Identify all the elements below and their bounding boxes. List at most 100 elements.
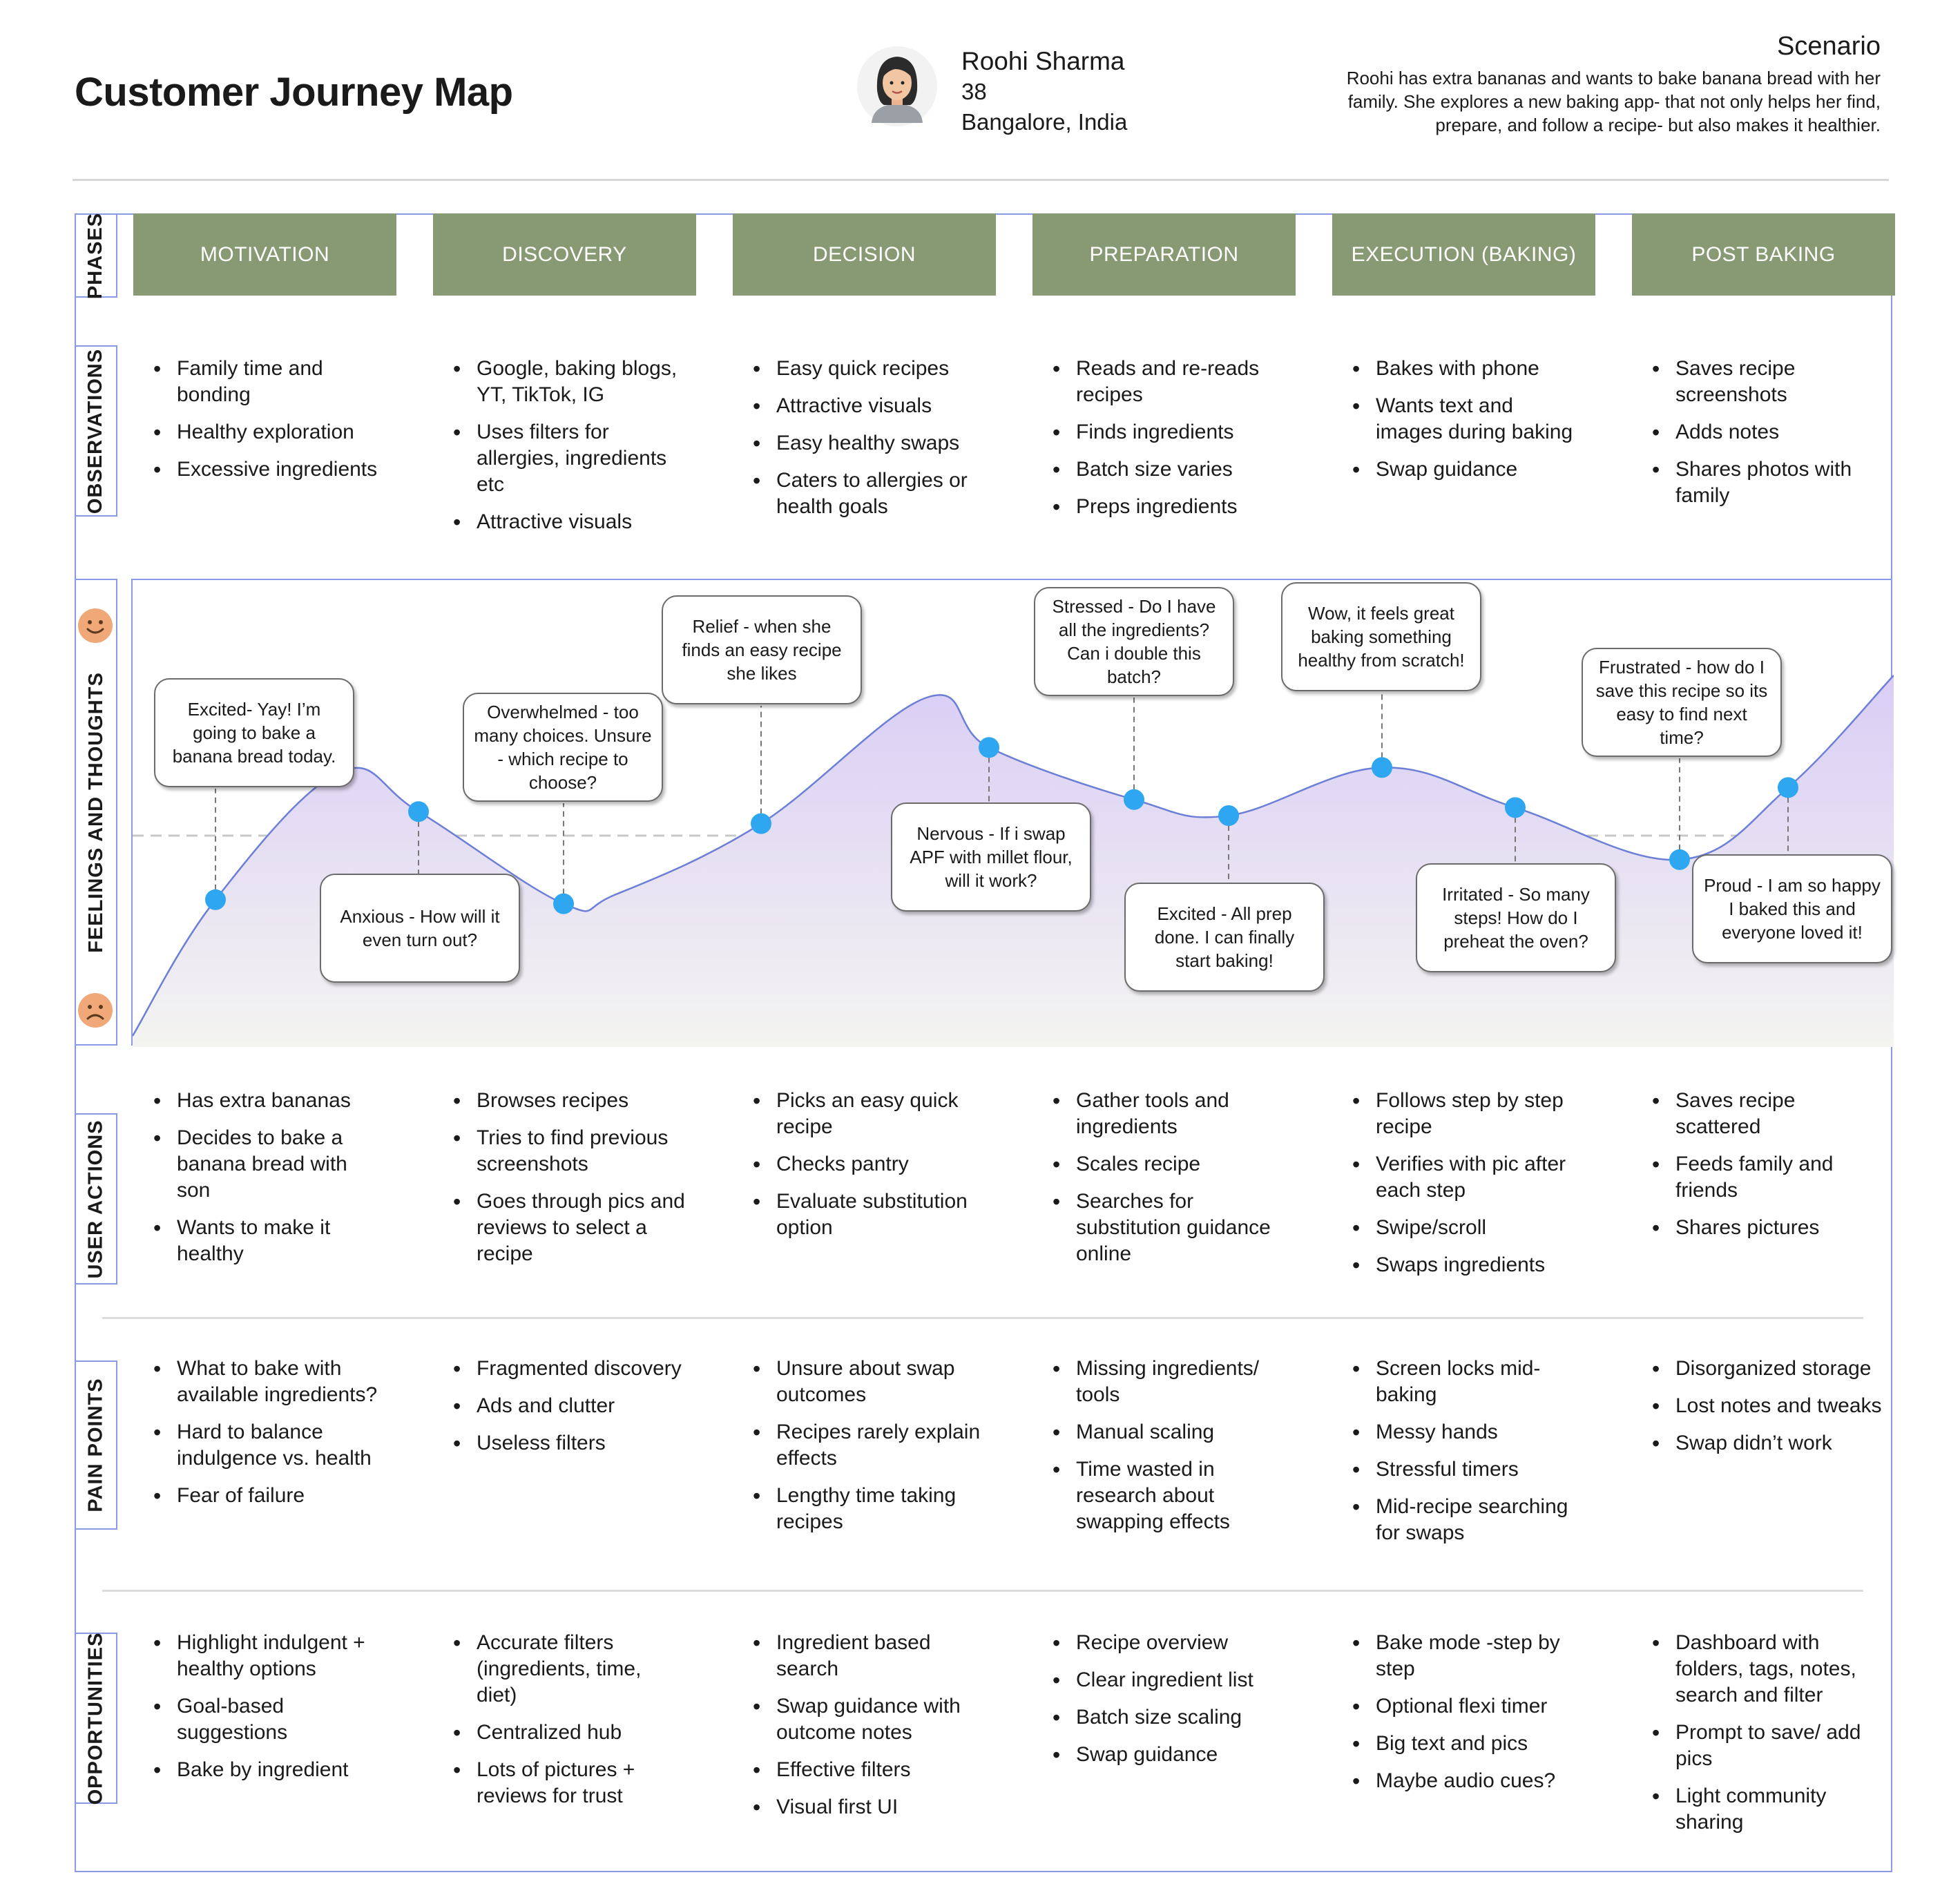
list-item: Browses recipes (450, 1088, 685, 1114)
opportunities-preparation: Recipe overview Clear ingredient list Ba… (1050, 1630, 1285, 1779)
emotion-point (1505, 797, 1526, 818)
connector-group (215, 693, 1789, 904)
list-item: Time wasted in research about swapping e… (1050, 1456, 1285, 1535)
list-item: Follows step by step recipe (1349, 1088, 1584, 1140)
opportunities-discovery: Accurate filters (ingredients, time, die… (450, 1630, 685, 1820)
emotion-point (553, 893, 574, 914)
phase-motivation: MOTIVATION (133, 213, 396, 296)
phase-discovery: DISCOVERY (433, 213, 696, 296)
persona-avatar (856, 46, 938, 127)
row-label-text: USER ACTIONS (84, 1119, 107, 1279)
list-item: Easy healthy swaps (750, 430, 985, 456)
list-item: Gather tools and ingredients (1050, 1088, 1285, 1140)
list-item: Reads and re-reads recipes (1050, 356, 1285, 408)
pain-points-preparation: Missing ingredients/ tools Manual scalin… (1050, 1356, 1285, 1546)
observations-discovery: Google, baking blogs, YT, TikTok, IG Use… (450, 356, 685, 546)
list-item: Lengthy time taking recipes (750, 1483, 985, 1535)
list-item: Disorganized storage (1649, 1356, 1884, 1382)
list-item: Recipes rarely explain effects (750, 1419, 985, 1472)
observations-execution: Bakes with phone Wants text and images d… (1349, 356, 1584, 494)
user-actions-motivation: Has extra bananas Decides to bake a bana… (151, 1088, 385, 1278)
list-item: Bake by ingredient (151, 1757, 385, 1783)
pain-points-motivation: What to bake with available ingredients?… (151, 1356, 385, 1520)
emotion-point (1218, 805, 1239, 826)
list-item: Mid-recipe searching for swaps (1349, 1494, 1584, 1546)
list-item: Swaps ingredients (1349, 1252, 1584, 1278)
thought-bubble: Overwhelmed - too many choices. Unsure -… (463, 693, 663, 802)
list-item: Picks an easy quick recipe (750, 1088, 985, 1140)
list-item: Feeds family and friends (1649, 1151, 1884, 1204)
phase-post-baking: POST BAKING (1632, 213, 1895, 296)
scenario-title: Scenario (1777, 32, 1881, 61)
phase-decision: DECISION (733, 213, 996, 296)
happy-face-icon (77, 608, 113, 644)
list-item: Light community sharing (1649, 1783, 1884, 1836)
list-item: Caters to allergies or health goals (750, 468, 985, 520)
list-item: Searches for substitution guidance onlin… (1050, 1189, 1285, 1267)
list-item: Messy hands (1349, 1419, 1584, 1445)
user-actions-execution: Follows step by step recipe Verifies wit… (1349, 1088, 1584, 1289)
emotion-point (1372, 757, 1392, 778)
user-actions-discovery: Browses recipes Tries to find previous s… (450, 1088, 685, 1278)
list-item: Fragmented discovery (450, 1356, 685, 1382)
list-item: Saves recipe screenshots (1649, 356, 1884, 408)
list-item: Missing ingredients/ tools (1050, 1356, 1285, 1408)
list-item: Accurate filters (ingredients, time, die… (450, 1630, 685, 1709)
list-item: Swap guidance (1349, 456, 1584, 483)
list-item: Goal-based suggestions (151, 1693, 385, 1746)
list-item: Shares photos with family (1649, 456, 1884, 509)
list-item: Big text and pics (1349, 1731, 1584, 1757)
avatar-icon (857, 46, 937, 126)
row-label-user-actions: USER ACTIONS (75, 1113, 117, 1285)
list-item: Preps ingredients (1050, 494, 1285, 520)
thought-bubble: Relief - when she finds an easy recipe s… (662, 595, 862, 704)
pain-points-execution: Screen locks mid-baking Messy hands Stre… (1349, 1356, 1584, 1557)
emotion-line (133, 675, 1894, 1037)
row-label-text: OPPORTUNITIES (84, 1632, 107, 1805)
list-item: Swap guidance with outcome notes (750, 1693, 985, 1746)
list-item: Evaluate substitution option (750, 1189, 985, 1241)
emotion-point (979, 737, 999, 758)
row-label-text: PAIN POINTS (84, 1378, 107, 1512)
thought-bubble: Irritated - So many steps! How do I preh… (1416, 863, 1616, 972)
scenario-text: Roohi has extra bananas and wants to bak… (1346, 68, 1881, 135)
list-item: Swap guidance (1050, 1742, 1285, 1768)
user-actions-post-baking: Saves recipe scattered Feeds family and … (1649, 1088, 1884, 1252)
list-item: Verifies with pic after each step (1349, 1151, 1584, 1204)
list-item: Excessive ingredients (151, 456, 385, 483)
list-item: Swipe/scroll (1349, 1215, 1584, 1241)
list-item: Google, baking blogs, YT, TikTok, IG (450, 356, 685, 408)
list-item: What to bake with available ingredients? (151, 1356, 385, 1408)
list-item: Has extra bananas (151, 1088, 385, 1114)
row-label-phases: PHASES (75, 212, 117, 299)
pain-points-decision: Unsure about swap outcomes Recipes rarel… (750, 1356, 985, 1546)
pain-points-discovery: Fragmented discovery Ads and clutter Use… (450, 1356, 685, 1468)
observations-post-baking: Saves recipe screenshots Adds notes Shar… (1649, 356, 1884, 520)
thought-bubble: Proud - I am so happy I baked this and e… (1692, 854, 1892, 963)
list-item: Family time and bonding (151, 356, 385, 408)
thought-bubble: Nervous - If i swap APF with millet flou… (891, 802, 1091, 912)
list-item: Useless filters (450, 1430, 685, 1456)
row-label-feelings: FEELINGS AND THOUGHTS (75, 579, 117, 1046)
list-item: Stressful timers (1349, 1456, 1584, 1483)
persona-age: 38 (961, 79, 987, 104)
list-item: Lots of pictures + reviews for trust (450, 1757, 685, 1809)
emotion-point (1124, 789, 1144, 810)
list-item: Screen locks mid-baking (1349, 1356, 1584, 1408)
list-item: Scales recipe (1050, 1151, 1285, 1177)
thought-bubble: Wow, it feels great baking something hea… (1281, 582, 1481, 691)
observations-preparation: Reads and re-reads recipes Finds ingredi… (1050, 356, 1285, 531)
list-item: Finds ingredients (1050, 419, 1285, 445)
list-item: Swap didn’t work (1649, 1430, 1884, 1456)
row-label-opportunities: OPPORTUNITIES (75, 1632, 117, 1805)
list-item: Attractive visuals (450, 509, 685, 535)
sad-face-icon (77, 992, 113, 1028)
emotion-point (205, 889, 226, 910)
list-item: Healthy exploration (151, 419, 385, 445)
opportunities-execution: Bake mode -step by step Optional flexi t… (1349, 1630, 1584, 1805)
page-title: Customer Journey Map (75, 70, 513, 115)
list-item: Wants to make it healthy (151, 1215, 385, 1267)
row-label-pain-points: PAIN POINTS (75, 1360, 117, 1530)
list-item: Fear of failure (151, 1483, 385, 1509)
list-item: Decides to bake a banana bread with son (151, 1125, 385, 1204)
